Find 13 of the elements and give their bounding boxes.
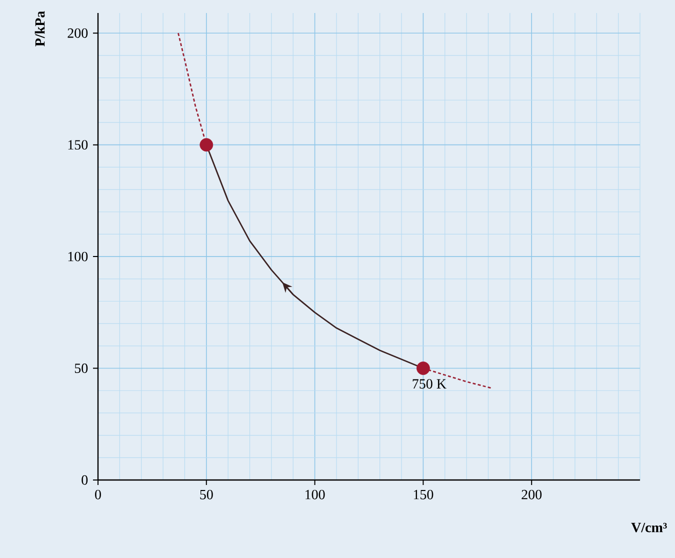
y-tick-label: 200 [68,28,88,38]
x-tick-label: 150 [414,490,434,500]
x-tick-label: 0 [95,490,101,500]
x-tick-label: 200 [522,490,542,500]
y-axis-title: P/kPa [34,11,45,46]
y-tick-label: 50 [74,364,88,374]
y-tick-label: 150 [68,140,88,150]
y-tick-label: 100 [68,252,88,262]
y-tick-label: 0 [82,475,88,485]
x-tick-label: 100 [306,490,325,500]
x-tick-label: 50 [200,490,213,500]
x-axis-title: V/cm³ [631,522,667,532]
annotation: 750 K [412,379,446,389]
